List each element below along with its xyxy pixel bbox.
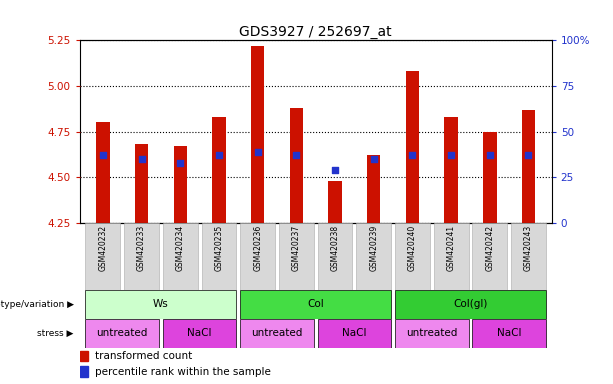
Bar (212, 117, 226, 223)
Bar (80, 366, 88, 377)
FancyBboxPatch shape (163, 223, 198, 290)
FancyBboxPatch shape (395, 290, 546, 319)
Point (408, 152, 417, 158)
FancyBboxPatch shape (318, 223, 352, 290)
Text: GSM420238: GSM420238 (330, 225, 340, 271)
Text: NaCl: NaCl (342, 328, 367, 338)
FancyBboxPatch shape (202, 223, 237, 290)
Point (214, 152, 224, 158)
FancyBboxPatch shape (356, 223, 391, 290)
Text: GSM420236: GSM420236 (253, 225, 262, 271)
Bar (96, 122, 110, 223)
Text: GSM420237: GSM420237 (292, 225, 301, 271)
Bar (173, 146, 187, 223)
FancyBboxPatch shape (318, 319, 391, 348)
Text: untreated: untreated (406, 328, 457, 338)
Text: Col: Col (307, 299, 324, 310)
FancyBboxPatch shape (434, 223, 468, 290)
Text: GSM420235: GSM420235 (215, 225, 224, 271)
Text: GSM420241: GSM420241 (447, 225, 455, 271)
FancyBboxPatch shape (240, 223, 275, 290)
Text: GSM420234: GSM420234 (176, 225, 185, 271)
Bar (444, 117, 458, 223)
FancyBboxPatch shape (240, 319, 314, 348)
FancyBboxPatch shape (511, 223, 546, 290)
Text: Ws: Ws (153, 299, 169, 310)
Point (137, 156, 147, 162)
Text: GSM420233: GSM420233 (137, 225, 146, 271)
FancyBboxPatch shape (240, 290, 391, 319)
Text: NaCl: NaCl (497, 328, 522, 338)
Text: GSM420240: GSM420240 (408, 225, 417, 271)
Point (330, 167, 340, 173)
FancyBboxPatch shape (85, 290, 237, 319)
Point (175, 159, 185, 166)
Bar (80, 351, 88, 361)
Bar (251, 46, 264, 223)
Text: untreated: untreated (97, 328, 148, 338)
FancyBboxPatch shape (124, 223, 159, 290)
Bar (135, 144, 148, 223)
FancyBboxPatch shape (85, 319, 159, 348)
Point (98, 152, 108, 158)
FancyBboxPatch shape (395, 223, 430, 290)
Bar (289, 108, 303, 223)
FancyBboxPatch shape (163, 319, 237, 348)
Text: percentile rank within the sample: percentile rank within the sample (95, 367, 271, 377)
Text: untreated: untreated (251, 328, 303, 338)
Text: genotype/variation ▶: genotype/variation ▶ (0, 300, 74, 309)
Text: GSM420243: GSM420243 (524, 225, 533, 271)
Point (446, 152, 456, 158)
Text: GSM420242: GSM420242 (485, 225, 494, 271)
Bar (483, 132, 497, 223)
Point (253, 149, 262, 155)
Text: stress ▶: stress ▶ (37, 329, 74, 338)
Point (485, 152, 495, 158)
Bar (522, 110, 535, 223)
Point (291, 152, 301, 158)
Bar (406, 71, 419, 223)
FancyBboxPatch shape (279, 223, 314, 290)
Point (524, 152, 533, 158)
FancyBboxPatch shape (473, 223, 507, 290)
Bar (329, 181, 342, 223)
Point (369, 156, 379, 162)
Text: Col(gl): Col(gl) (453, 299, 487, 310)
Text: GSM420232: GSM420232 (99, 225, 107, 271)
FancyBboxPatch shape (473, 319, 546, 348)
Text: GSM420239: GSM420239 (369, 225, 378, 271)
FancyBboxPatch shape (395, 319, 468, 348)
Title: GDS3927 / 252697_at: GDS3927 / 252697_at (240, 25, 392, 39)
Text: NaCl: NaCl (188, 328, 212, 338)
Text: transformed count: transformed count (95, 351, 192, 361)
Bar (367, 155, 381, 223)
FancyBboxPatch shape (85, 223, 120, 290)
